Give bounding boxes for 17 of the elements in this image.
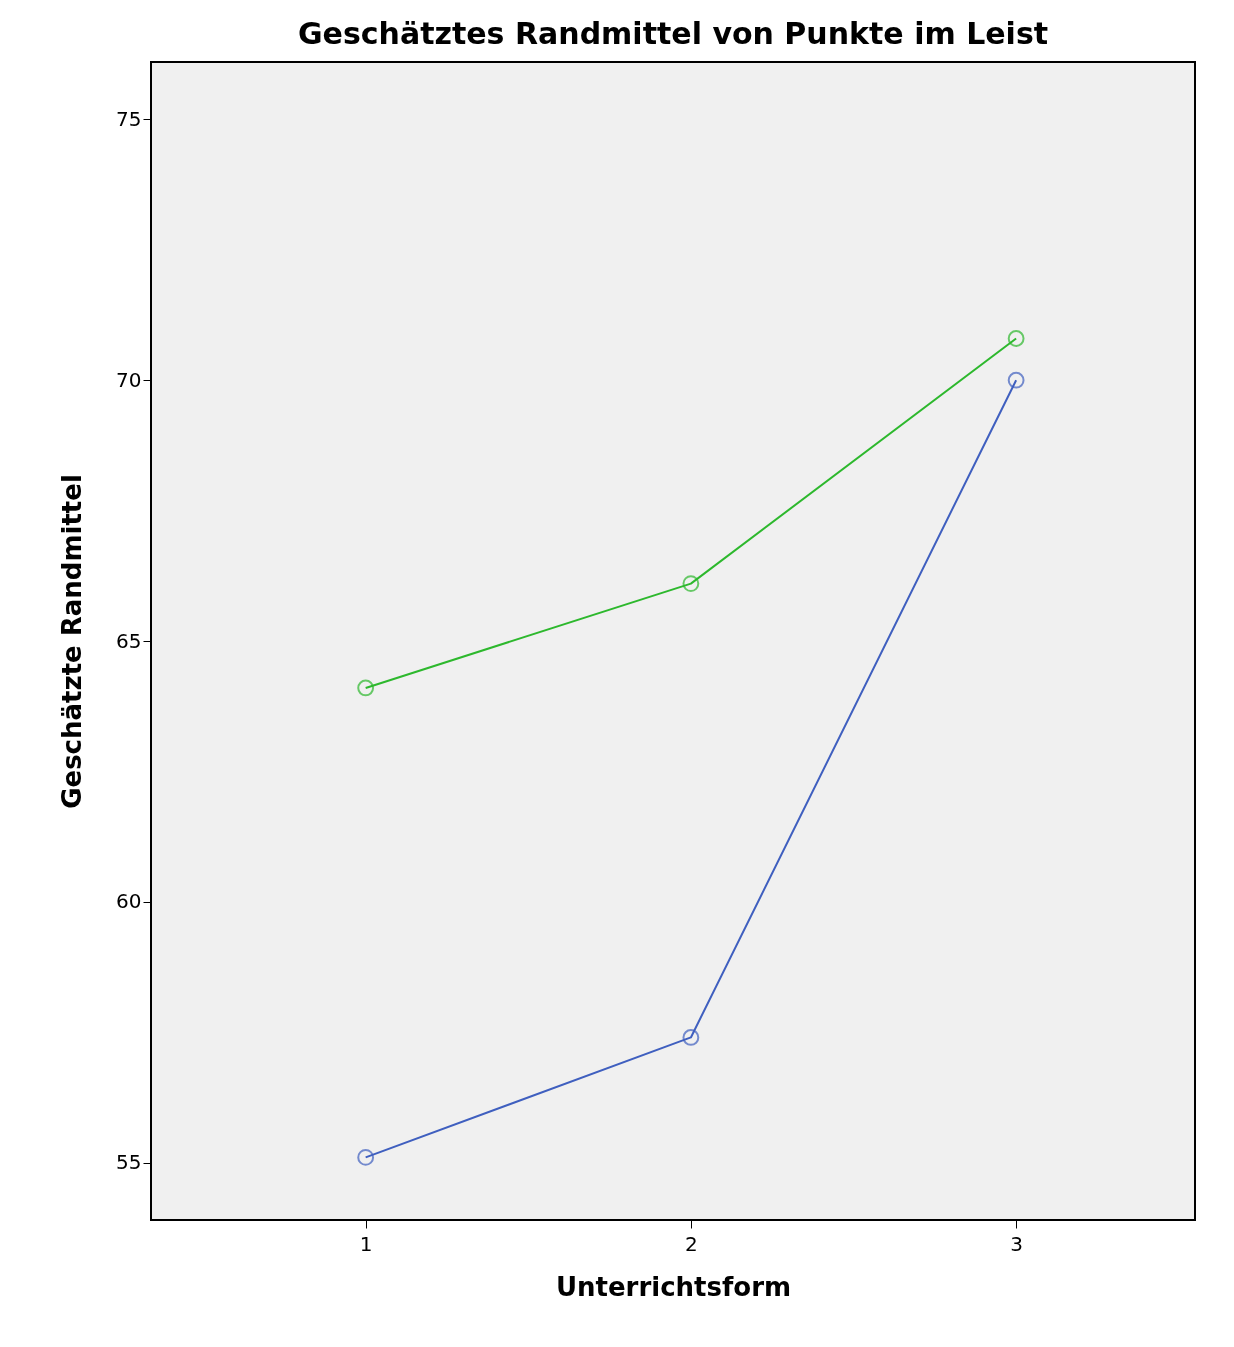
y-tick-label: 65 — [116, 628, 142, 653]
y-tick-label: 55 — [116, 1150, 142, 1175]
y-tick-label: 75 — [116, 106, 142, 131]
point — [1007, 371, 1025, 389]
x-tick-label: 1 — [359, 1231, 373, 1256]
point — [357, 1149, 375, 1166]
x-tick-label: 3 — [1010, 1231, 1023, 1256]
point — [682, 575, 700, 593]
chart-title: Geschätztes Randmittel von Punkte im Leist — [297, 16, 1049, 51]
y-tick-label: 70 — [116, 367, 142, 392]
point — [357, 679, 375, 697]
y-axis-title: Geschätzte Randmittel — [57, 474, 88, 809]
x-tick-label: 2 — [685, 1231, 698, 1256]
point — [682, 1029, 700, 1046]
point — [1007, 330, 1025, 347]
x-axis-title: Unterrichtsform — [555, 1271, 792, 1302]
y-tick-label: 60 — [116, 889, 142, 914]
